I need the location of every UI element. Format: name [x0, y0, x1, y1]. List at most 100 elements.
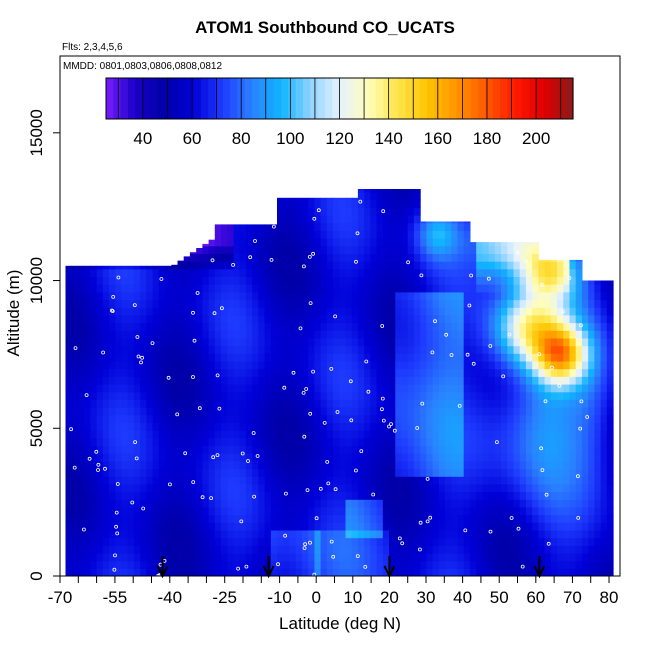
co-cell	[140, 314, 147, 324]
co-cell	[71, 460, 79, 470]
co-cell	[165, 360, 172, 370]
co-cell	[544, 322, 552, 331]
co-cell	[395, 189, 403, 193]
co-cell	[171, 360, 179, 370]
co-cell	[525, 476, 533, 485]
co-cell	[432, 391, 440, 400]
co-cell	[463, 221, 471, 224]
co-cell	[476, 368, 483, 377]
co-cell	[513, 468, 521, 477]
co-cell	[277, 197, 284, 201]
co-cell	[71, 322, 79, 331]
co-cell	[501, 245, 508, 254]
co-cell	[588, 460, 595, 470]
sample-point	[469, 273, 474, 278]
co-cell	[557, 384, 564, 393]
co-cell	[326, 353, 334, 362]
co-cell	[84, 437, 91, 446]
co-cell	[221, 468, 228, 477]
co-cell	[407, 445, 415, 454]
co-cell	[382, 537, 390, 546]
sample-point	[192, 338, 197, 343]
co-cell	[339, 368, 347, 377]
y-axis-label: Altitude (m)	[4, 269, 23, 357]
co-cell	[376, 468, 384, 477]
co-cell	[588, 414, 595, 423]
co-cell	[532, 476, 539, 485]
co-cell	[525, 391, 533, 400]
co-cell	[413, 322, 421, 331]
co-cell	[538, 259, 546, 262]
co-cell	[71, 368, 79, 377]
co-cell	[301, 314, 309, 324]
co-cell	[357, 330, 365, 339]
co-cell	[488, 376, 496, 385]
co-cell	[494, 499, 502, 508]
co-cell	[183, 360, 191, 370]
co-cell	[413, 238, 421, 247]
co-cell	[333, 330, 340, 339]
sample-point	[73, 346, 78, 351]
co-cell	[507, 499, 515, 508]
co-cell	[333, 197, 340, 201]
co-cell	[370, 345, 378, 354]
co-cell	[401, 189, 409, 193]
co-cell	[109, 360, 116, 370]
co-cell	[588, 422, 595, 431]
co-cell	[513, 276, 521, 285]
co-cell	[395, 499, 403, 508]
co-cell	[544, 560, 552, 569]
sample-point	[516, 526, 521, 531]
co-cell	[221, 384, 228, 393]
co-cell	[370, 460, 378, 470]
co-cell	[600, 460, 608, 470]
co-cell	[538, 284, 546, 293]
co-cell	[196, 414, 203, 423]
co-cell	[557, 553, 564, 562]
co-cell	[152, 537, 160, 546]
co-cell	[314, 360, 322, 370]
co-cell	[189, 276, 197, 285]
co-cell	[258, 499, 266, 508]
co-cell	[165, 553, 172, 562]
co-cell	[525, 499, 533, 508]
co-cell	[494, 276, 502, 285]
co-cell	[233, 307, 241, 316]
co-cell	[202, 268, 210, 277]
co-cell	[277, 330, 284, 339]
co-cell	[84, 353, 91, 362]
co-cell	[445, 284, 452, 293]
co-cell	[214, 545, 222, 554]
co-cell	[488, 345, 496, 354]
sample-point	[322, 420, 327, 425]
co-cell	[227, 437, 235, 446]
co-cell	[84, 529, 91, 539]
co-cell	[507, 453, 515, 462]
co-cell	[121, 407, 129, 416]
co-cell	[476, 391, 483, 400]
co-cell	[133, 553, 141, 562]
co-cell	[152, 337, 160, 347]
co-cell	[407, 299, 415, 308]
sample-point	[298, 326, 303, 331]
co-cell	[432, 238, 440, 247]
co-cell	[90, 568, 98, 576]
co-cell	[569, 476, 577, 485]
co-cell	[196, 307, 203, 316]
co-cell	[221, 514, 228, 523]
co-cell	[600, 506, 608, 516]
co-cell	[413, 360, 421, 370]
co-cell	[376, 353, 384, 362]
co-cell	[270, 445, 278, 454]
co-cell	[208, 476, 216, 485]
co-cell	[532, 307, 539, 316]
co-cell	[252, 499, 259, 508]
co-cell	[301, 399, 309, 408]
co-cell	[532, 529, 539, 539]
co-cell	[283, 476, 291, 485]
sample-point	[94, 449, 99, 454]
co-cell	[420, 522, 427, 531]
co-cell	[569, 560, 577, 569]
co-cell	[588, 384, 595, 393]
co-cell	[158, 537, 166, 546]
